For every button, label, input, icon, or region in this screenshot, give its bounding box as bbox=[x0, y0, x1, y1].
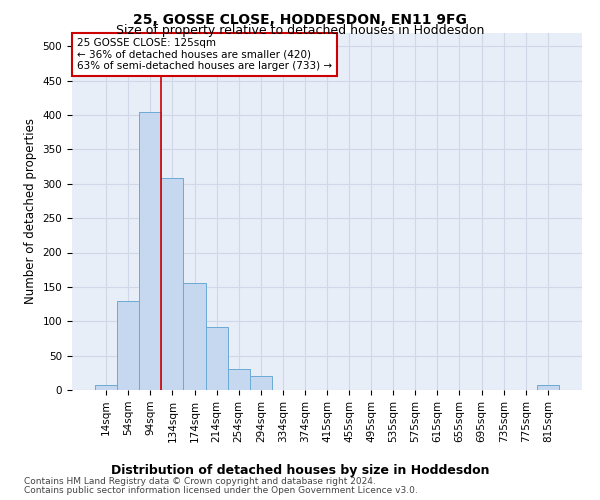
Bar bbox=[250, 376, 272, 390]
Bar bbox=[139, 112, 161, 390]
Bar bbox=[161, 178, 184, 390]
Text: 25 GOSSE CLOSE: 125sqm
← 36% of detached houses are smaller (420)
63% of semi-de: 25 GOSSE CLOSE: 125sqm ← 36% of detached… bbox=[77, 38, 332, 71]
Y-axis label: Number of detached properties: Number of detached properties bbox=[24, 118, 37, 304]
Bar bbox=[206, 327, 227, 390]
Text: Distribution of detached houses by size in Hoddesdon: Distribution of detached houses by size … bbox=[111, 464, 489, 477]
Bar bbox=[227, 370, 250, 390]
Text: Contains HM Land Registry data © Crown copyright and database right 2024.: Contains HM Land Registry data © Crown c… bbox=[24, 477, 376, 486]
Bar bbox=[95, 385, 117, 390]
Bar bbox=[184, 284, 206, 390]
Text: 25, GOSSE CLOSE, HODDESDON, EN11 9FG: 25, GOSSE CLOSE, HODDESDON, EN11 9FG bbox=[133, 12, 467, 26]
Text: Size of property relative to detached houses in Hoddesdon: Size of property relative to detached ho… bbox=[116, 24, 484, 37]
Text: Contains public sector information licensed under the Open Government Licence v3: Contains public sector information licen… bbox=[24, 486, 418, 495]
Bar bbox=[117, 300, 139, 390]
Bar bbox=[537, 385, 559, 390]
